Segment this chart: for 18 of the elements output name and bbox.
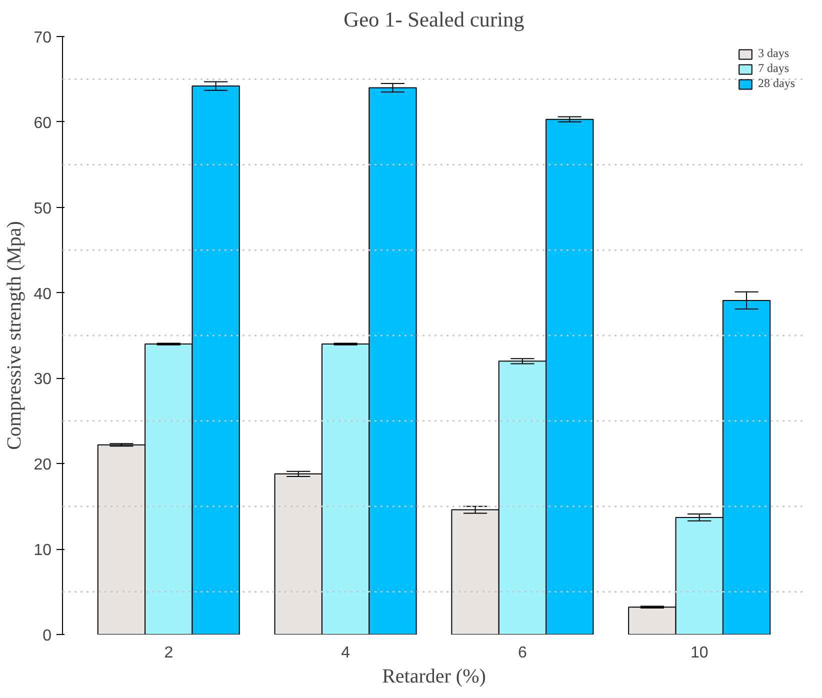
y-axis-title: Compressive strength (Mpa) xyxy=(4,221,26,450)
x-axis-title: Retarder (%) xyxy=(382,666,486,688)
y-tick-label: 10 xyxy=(34,542,52,560)
y-tick-label: 50 xyxy=(34,200,52,218)
y-tick-label: 20 xyxy=(34,456,52,474)
legend-label: 3 days xyxy=(758,46,789,61)
y-tick-label: 40 xyxy=(34,286,52,303)
y-tick-label: 70 xyxy=(34,30,52,46)
y-tick-label: 60 xyxy=(34,114,52,132)
y-tick-label: 30 xyxy=(34,371,52,388)
x-tick-label: 6 xyxy=(518,644,528,662)
x-tick-label: 10 xyxy=(690,644,708,662)
legend-label: 7 days xyxy=(758,61,789,76)
x-tick-label: 4 xyxy=(341,644,350,662)
chart-title: Geo 1- Sealed curing xyxy=(344,8,525,32)
x-tick-label: 2 xyxy=(164,644,174,662)
legend-label: 28 days xyxy=(758,76,795,91)
y-tick-label: 0 xyxy=(42,628,52,644)
